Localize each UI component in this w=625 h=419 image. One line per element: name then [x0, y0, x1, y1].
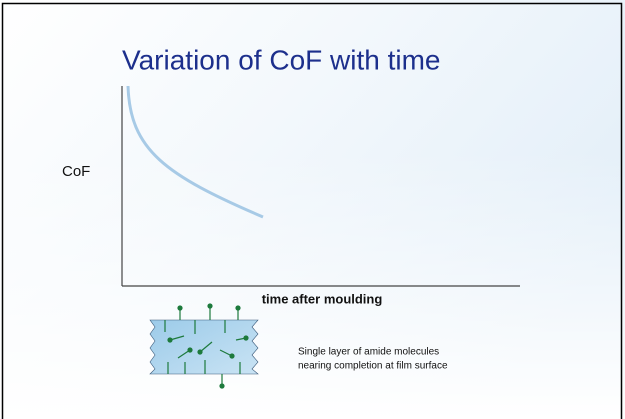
x-axis-label: time after moulding	[262, 291, 383, 306]
background-fade	[0, 150, 625, 419]
y-axis-label: CoF	[62, 163, 90, 180]
caption-line: Single layer of amide molecules	[298, 347, 439, 358]
film-diagram	[149, 303, 259, 389]
cof-curve	[126, 85, 264, 219]
caption-line: nearing completion at film surface	[298, 361, 448, 372]
title: Variation of CoF with time	[122, 44, 441, 75]
